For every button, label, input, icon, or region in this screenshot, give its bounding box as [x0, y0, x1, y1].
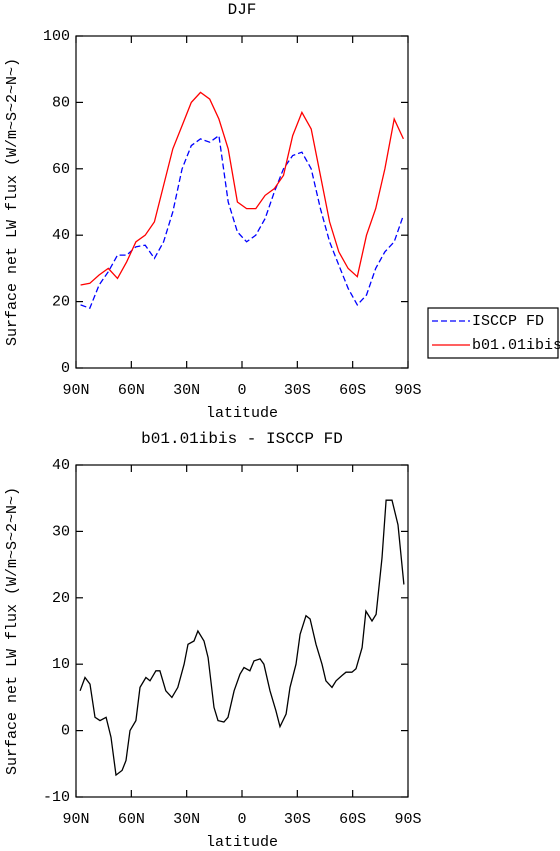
x-tick-label: 90N: [62, 811, 89, 828]
x-tick-label: 90S: [394, 382, 421, 399]
data-line: [80, 91, 404, 286]
y-tick-label: 40: [52, 227, 70, 244]
x-tick-label: 90S: [394, 811, 421, 828]
x-tick-label: 60S: [339, 382, 366, 399]
y-tick-label: 40: [52, 457, 70, 474]
chart-title: DJF: [228, 1, 257, 19]
x-tick-label: 60N: [118, 811, 145, 828]
y-tick-label: -10: [43, 789, 70, 806]
x-axis-label: latitude: [206, 834, 278, 851]
plot-frame: [75, 464, 409, 798]
x-axis-label: latitude: [206, 405, 278, 422]
y-tick-label: 20: [52, 294, 70, 311]
x-tick-label: 30N: [173, 382, 200, 399]
y-tick-label: 10: [52, 656, 70, 673]
y-tick-label: 30: [52, 523, 70, 540]
x-tick-label: 30S: [284, 811, 311, 828]
y-tick-label: 100: [43, 28, 70, 45]
x-tick-label: 30N: [173, 811, 200, 828]
y-tick-label: 60: [52, 161, 70, 178]
data-line: [80, 134, 405, 310]
y-axis-label: Surface net LW flux (W/m~S~2~N~): [4, 487, 21, 775]
y-axis-label: Surface net LW flux (W/m~S~2~N~): [4, 58, 21, 346]
y-tick-label: 0: [61, 360, 70, 377]
x-tick-label: 0: [237, 811, 246, 828]
data-line: [79, 499, 405, 777]
x-tick-label: 60N: [118, 382, 145, 399]
legend-label: ISCCP FD: [472, 313, 544, 330]
legend-label: b01.01ibis: [472, 337, 560, 354]
y-tick-label: 0: [61, 723, 70, 740]
y-tick-label: 80: [52, 94, 70, 111]
x-tick-label: 60S: [339, 811, 366, 828]
plot-frame: [75, 35, 409, 369]
x-tick-label: 0: [237, 382, 246, 399]
chart-title: b01.01ibis - ISCCP FD: [141, 430, 343, 448]
y-tick-label: 20: [52, 590, 70, 607]
x-tick-label: 30S: [284, 382, 311, 399]
legend-box: [427, 307, 559, 359]
x-tick-label: 90N: [62, 382, 89, 399]
